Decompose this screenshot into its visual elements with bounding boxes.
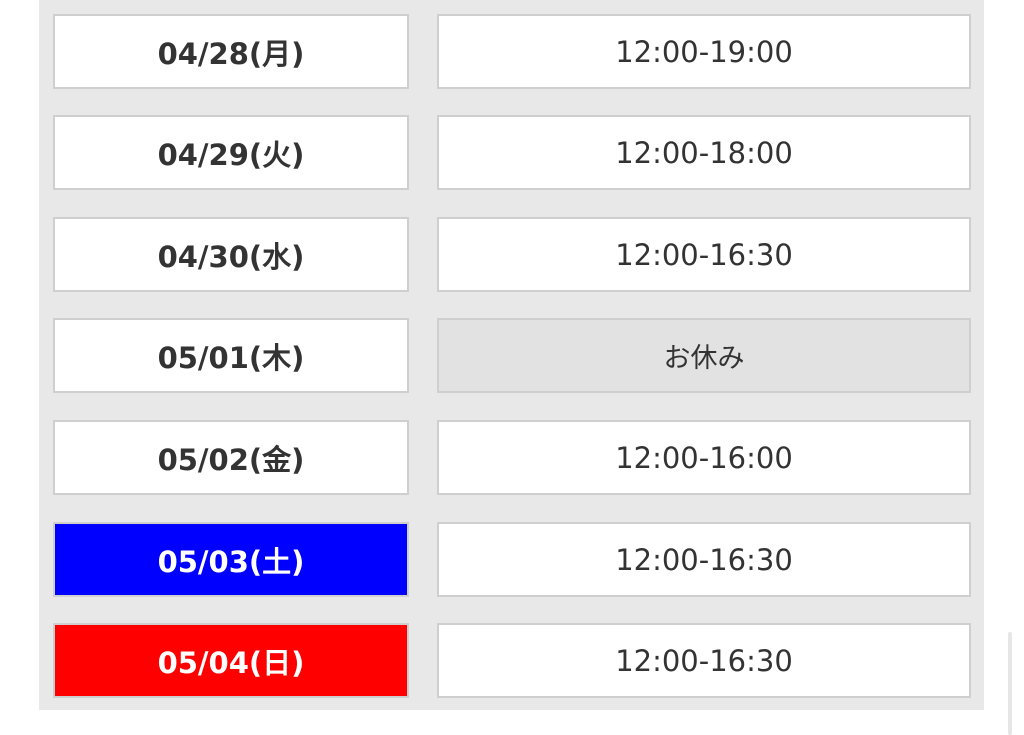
date-cell: 05/04(日) [53,623,409,698]
date-cell: 05/01(木) [53,318,409,393]
date-cell: 04/28(月) [53,14,409,89]
hours-cell: 12:00-16:30 [437,217,971,292]
hours-cell: 12:00-19:00 [437,14,971,89]
schedule-table: 04/28(月) 12:00-19:00 04/29(火) 12:00-18:00 04… [39,0,984,710]
date-cell: 05/03(土) [53,522,409,597]
hours-cell: 12:00-16:30 [437,522,971,597]
schedule-row: 05/04(日) 12:00-16:30 [53,623,971,698]
date-cell: 04/29(火) [53,115,409,190]
schedule-row: 04/29(火) 12:00-18:00 [53,115,971,190]
closed-cell: お休み [437,318,971,393]
hours-cell: 12:00-18:00 [437,115,971,190]
hours-cell: 12:00-16:30 [437,623,971,698]
schedule-row: 04/30(水) 12:00-16:30 [53,217,971,292]
schedule-row: 04/28(月) 12:00-19:00 [53,14,971,89]
hours-cell: 12:00-16:00 [437,420,971,495]
scrollbar[interactable] [1008,632,1012,735]
date-cell: 04/30(水) [53,217,409,292]
schedule-row: 05/01(木) お休み [53,318,971,393]
schedule-row: 05/02(金) 12:00-16:00 [53,420,971,495]
date-cell: 05/02(金) [53,420,409,495]
schedule-row: 05/03(土) 12:00-16:30 [53,522,971,597]
